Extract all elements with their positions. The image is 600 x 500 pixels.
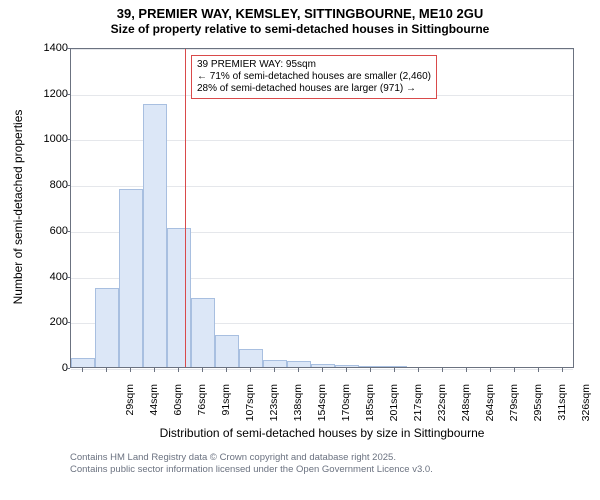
y-tick-label: 0 (0, 362, 73, 374)
histogram-bar (383, 366, 407, 367)
x-tick-mark (394, 368, 395, 372)
histogram-bar (71, 358, 95, 367)
histogram-bar (143, 104, 167, 367)
x-tick-mark (562, 368, 563, 372)
x-tick-mark (250, 368, 251, 372)
x-tick-mark (322, 368, 323, 372)
chart-title-block: 39, PREMIER WAY, KEMSLEY, SITTINGBOURNE,… (0, 0, 600, 37)
x-tick-mark (514, 368, 515, 372)
histogram-bar (335, 365, 359, 367)
x-tick-mark (154, 368, 155, 372)
y-tick-label: 200 (0, 316, 73, 328)
x-tick-mark (298, 368, 299, 372)
annotation-line: ← 71% of semi-detached houses are smalle… (197, 71, 431, 83)
x-tick-mark (226, 368, 227, 372)
y-tick-label: 1200 (0, 88, 73, 100)
x-tick-mark (370, 368, 371, 372)
y-tick-label: 1000 (0, 133, 73, 145)
histogram-bar (215, 335, 239, 367)
footer-line-1: Contains HM Land Registry data © Crown c… (70, 452, 433, 464)
annotation-line: 39 PREMIER WAY: 95sqm (197, 59, 431, 71)
histogram-bar (191, 298, 215, 367)
x-tick-mark (346, 368, 347, 372)
y-tick-label: 400 (0, 271, 73, 283)
chart-title: 39, PREMIER WAY, KEMSLEY, SITTINGBOURNE,… (0, 6, 600, 22)
histogram-bar (239, 349, 263, 367)
annotation-line: 28% of semi-detached houses are larger (… (197, 83, 431, 95)
annotation-box: 39 PREMIER WAY: 95sqm← 71% of semi-detac… (191, 55, 437, 99)
y-tick-label: 800 (0, 179, 73, 191)
histogram-bar (119, 189, 143, 367)
x-tick-mark (178, 368, 179, 372)
chart-container: 39, PREMIER WAY, KEMSLEY, SITTINGBOURNE,… (0, 0, 600, 500)
x-tick-mark (202, 368, 203, 372)
y-tick-label: 1400 (0, 42, 73, 54)
x-tick-mark (466, 368, 467, 372)
x-tick-mark (274, 368, 275, 372)
y-tick-label: 600 (0, 225, 73, 237)
x-tick-label: 326sqm (580, 384, 592, 434)
x-tick-mark (490, 368, 491, 372)
x-tick-mark (538, 368, 539, 372)
histogram-bar (311, 364, 335, 367)
histogram-bar (263, 360, 287, 367)
footer-attribution: Contains HM Land Registry data © Crown c… (70, 452, 433, 476)
histogram-bar (287, 361, 311, 367)
x-tick-mark (82, 368, 83, 372)
x-axis-label: Distribution of semi-detached houses by … (70, 426, 574, 440)
reference-line (185, 49, 186, 367)
footer-line-2: Contains public sector information licen… (70, 464, 433, 476)
chart-subtitle: Size of property relative to semi-detach… (0, 22, 600, 37)
histogram-bar (359, 366, 383, 367)
plot-area: 39 PREMIER WAY: 95sqm← 71% of semi-detac… (70, 48, 574, 368)
x-tick-mark (442, 368, 443, 372)
histogram-bar (167, 228, 191, 367)
x-tick-mark (418, 368, 419, 372)
histogram-bar (95, 288, 119, 367)
x-tick-mark (130, 368, 131, 372)
gridline-h (71, 49, 573, 50)
x-tick-mark (106, 368, 107, 372)
y-tick-mark (66, 368, 70, 369)
